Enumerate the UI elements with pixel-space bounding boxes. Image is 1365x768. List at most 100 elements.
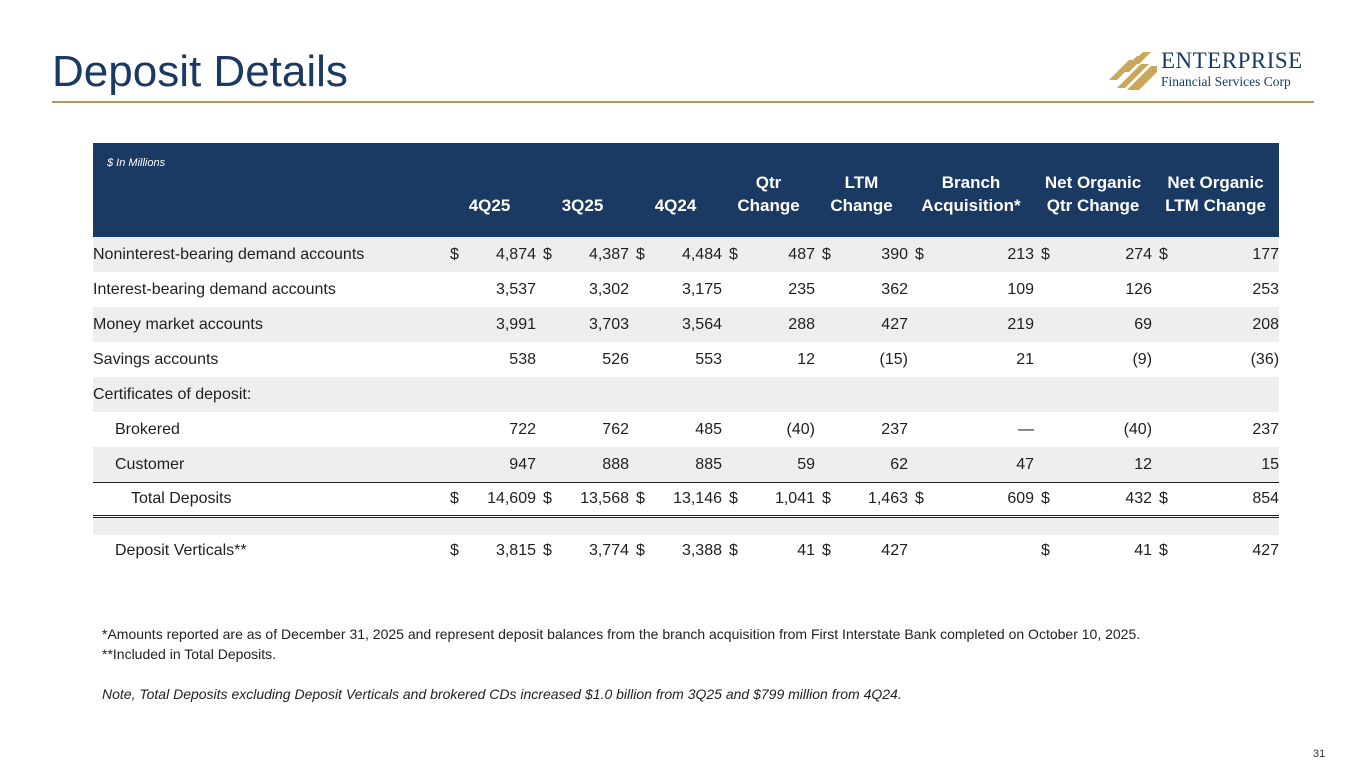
- table-header-row: $ In Millions 4Q25 3Q25 4Q24 Qtr Change L…: [93, 143, 1280, 237]
- currency-symbol: $: [450, 542, 459, 559]
- currency-symbol: [629, 342, 651, 377]
- currency-symbol: [1152, 447, 1175, 483]
- currency-symbol: [722, 272, 744, 307]
- currency-symbol: $: [722, 237, 744, 272]
- currency-symbol: [908, 535, 930, 567]
- currency-symbol: [815, 412, 837, 447]
- cell-value: [465, 377, 536, 412]
- cell-value: 41: [1134, 542, 1153, 559]
- currency-symbol: [1034, 342, 1056, 377]
- cell-value: (36): [1250, 350, 1280, 368]
- logo-name: ENTERPRISE: [1161, 48, 1303, 73]
- currency-symbol: $: [815, 482, 837, 518]
- cell-value: 13,146: [651, 482, 722, 518]
- header-net-organic-ltm: Net Organic LTM Change: [1152, 143, 1280, 237]
- currency-symbol: [536, 272, 558, 307]
- title-rule: [52, 101, 1314, 103]
- slide-title: Deposit Details: [52, 47, 348, 96]
- currency-symbol: [815, 307, 837, 342]
- currency-symbol: $: [1152, 482, 1175, 518]
- header-3q25: 3Q25: [536, 143, 629, 237]
- currency-symbol: $: [908, 482, 930, 518]
- row-label: Total Deposits: [93, 482, 443, 518]
- currency-symbol: $: [629, 482, 651, 518]
- currency-symbol: [1034, 447, 1057, 483]
- currency-symbol: [815, 447, 837, 483]
- cell-value: 235: [788, 280, 815, 298]
- currency-symbol: $: [1159, 542, 1168, 559]
- page-number: 31: [1313, 748, 1326, 760]
- cell-value: 885: [651, 447, 722, 483]
- cell-value: 237: [1252, 420, 1280, 438]
- currency-symbol: [443, 272, 465, 307]
- currency-symbol: $: [722, 482, 744, 518]
- cell-value: 4,387: [558, 237, 629, 272]
- cell-value: [1174, 377, 1280, 412]
- cell-value: 427: [881, 542, 908, 559]
- currency-symbol: $: [908, 237, 930, 272]
- row-label: Deposit Verticals**: [115, 542, 247, 559]
- currency-symbol: $: [543, 542, 552, 559]
- cell-value: 722: [509, 420, 536, 438]
- cell-value: [837, 377, 908, 412]
- cell-value: 13,568: [558, 482, 629, 518]
- currency-symbol: [908, 272, 930, 307]
- cell-value: 213: [930, 237, 1035, 272]
- cell-value: 41: [797, 542, 815, 559]
- currency-symbol: [536, 377, 558, 412]
- spacer-row: [93, 516, 1280, 535]
- currency-symbol: [722, 447, 744, 483]
- cell-value: 237: [881, 420, 908, 438]
- cell-value: (9): [1132, 350, 1153, 368]
- cell-value: 12: [1056, 447, 1153, 483]
- cell-value: 432: [1056, 482, 1153, 518]
- currency-symbol: [908, 447, 930, 483]
- cell-value: 427: [1252, 542, 1280, 559]
- header-branch-acquisition: Branch Acquisition*: [908, 143, 1035, 237]
- currency-symbol: [1152, 342, 1174, 377]
- cell-value: 14,609: [465, 482, 536, 518]
- cell-value: 947: [465, 447, 536, 483]
- row-label: Brokered: [115, 420, 180, 438]
- row-label: Interest-bearing demand accounts: [93, 280, 336, 298]
- cell-value: 253: [1252, 280, 1280, 298]
- currency-symbol: [1034, 307, 1057, 342]
- header-label-cell: $ In Millions: [93, 143, 443, 237]
- cell-value: 553: [695, 350, 722, 368]
- currency-symbol: [1034, 272, 1056, 307]
- cell-value: 3,991: [465, 307, 536, 342]
- cell-value: 47: [930, 447, 1035, 483]
- currency-symbol: [722, 377, 744, 412]
- currency-symbol: $: [822, 542, 831, 559]
- currency-symbol: [908, 412, 930, 447]
- currency-symbol: $: [1034, 237, 1057, 272]
- cell-value: 762: [602, 420, 629, 438]
- table-row: Money market accounts 3,991 3,703 3,564 288 4…: [93, 307, 1280, 342]
- table-row: Brokered 722 762 485 (40) 237 — (40) 237: [93, 412, 1279, 447]
- row-label: Savings accounts: [93, 350, 219, 368]
- cell-value: 854: [1174, 482, 1280, 518]
- cell-value: 485: [695, 420, 722, 438]
- currency-symbol: $: [443, 482, 465, 518]
- currency-symbol: [629, 377, 651, 412]
- cell-value: (15): [879, 350, 908, 368]
- currency-symbol: [1152, 307, 1175, 342]
- deposits-table: $ In Millions 4Q25 3Q25 4Q24 Qtr Change L…: [93, 143, 1280, 567]
- currency-symbol: [629, 447, 651, 483]
- cell-value: 526: [602, 350, 629, 368]
- cell-value: 208: [1174, 307, 1280, 342]
- currency-symbol: [1034, 412, 1056, 447]
- currency-symbol: [815, 342, 837, 377]
- currency-symbol: [443, 342, 465, 377]
- table-row: Noninterest-bearing demand accounts $4,87…: [93, 237, 1280, 272]
- currency-symbol: [536, 412, 558, 447]
- currency-symbol: $: [1041, 542, 1050, 559]
- cell-value: 21: [1016, 350, 1035, 368]
- currency-symbol: [443, 307, 465, 342]
- row-label: Noninterest-bearing demand accounts: [93, 237, 443, 272]
- cell-value: 109: [1007, 280, 1035, 298]
- cell-value: [930, 535, 1034, 567]
- cell-value: —: [1018, 420, 1035, 438]
- currency-symbol: $: [536, 482, 558, 518]
- currency-symbol: [536, 307, 558, 342]
